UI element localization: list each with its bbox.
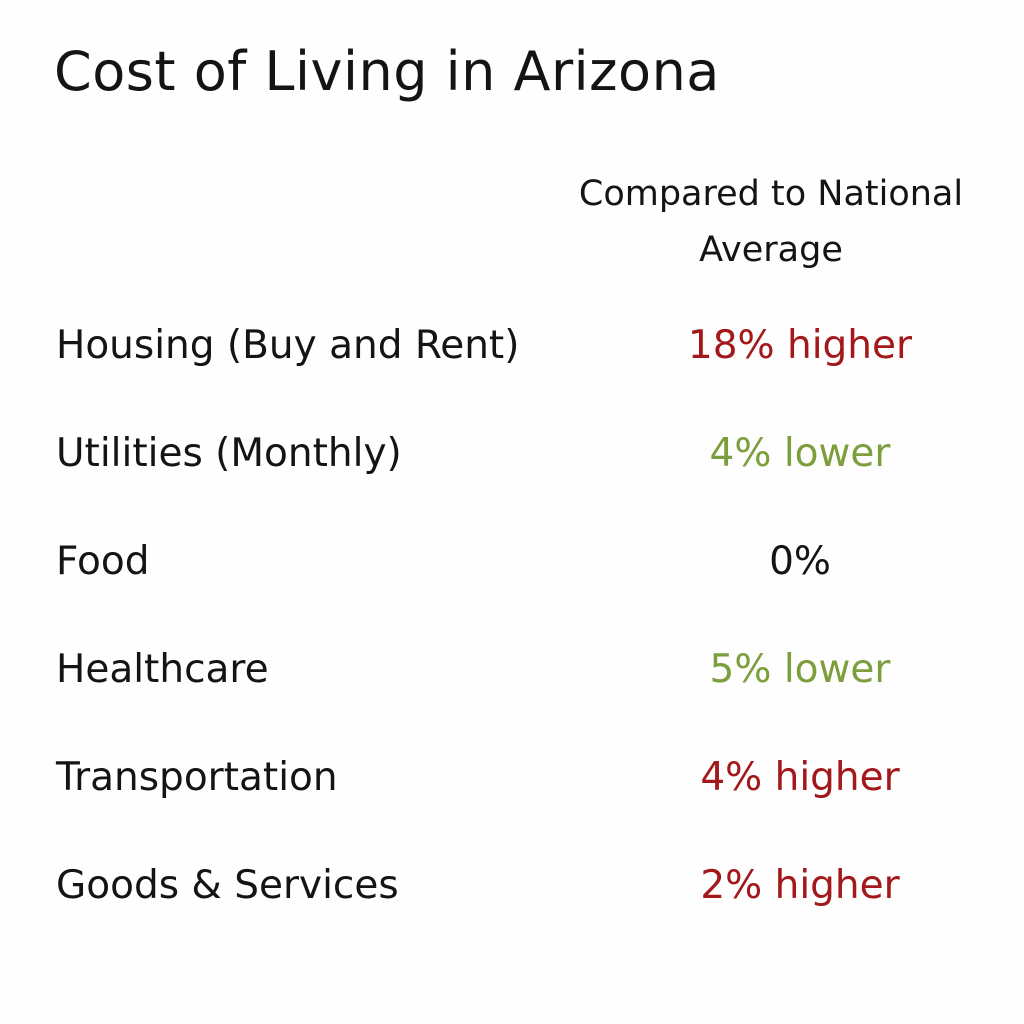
row-value-healthcare: 5% lower (709, 647, 891, 692)
row-label-goods-services: Goods & Services (56, 863, 399, 908)
row-value-food: 0% (769, 539, 831, 584)
row-value-housing: 18% higher (687, 323, 913, 368)
row-label-utilities: Utilities (Monthly) (56, 431, 402, 476)
column-header: Compared to National Average (556, 166, 986, 278)
table-row: Food 0% (0, 532, 1024, 592)
page-title: Cost of Living in Arizona (54, 40, 720, 103)
row-value-utilities: 4% lower (709, 431, 891, 476)
row-label-healthcare: Healthcare (56, 647, 269, 692)
row-label-food: Food (56, 539, 150, 584)
table-row: Goods & Services 2% higher (0, 856, 1024, 916)
column-header-line-1: Compared to National (578, 174, 964, 214)
row-label-housing: Housing (Buy and Rent) (56, 323, 520, 368)
row-label-transportation: Transportation (56, 755, 338, 800)
column-header-line-2: Average (699, 230, 843, 270)
row-value-goods-services: 2% higher (700, 863, 900, 908)
table-row: Utilities (Monthly) 4% lower (0, 424, 1024, 484)
table-row: Housing (Buy and Rent) 18% higher (0, 316, 1024, 376)
row-value-transportation: 4% higher (700, 755, 900, 800)
table-row: Transportation 4% higher (0, 748, 1024, 808)
table-row: Healthcare 5% lower (0, 640, 1024, 700)
